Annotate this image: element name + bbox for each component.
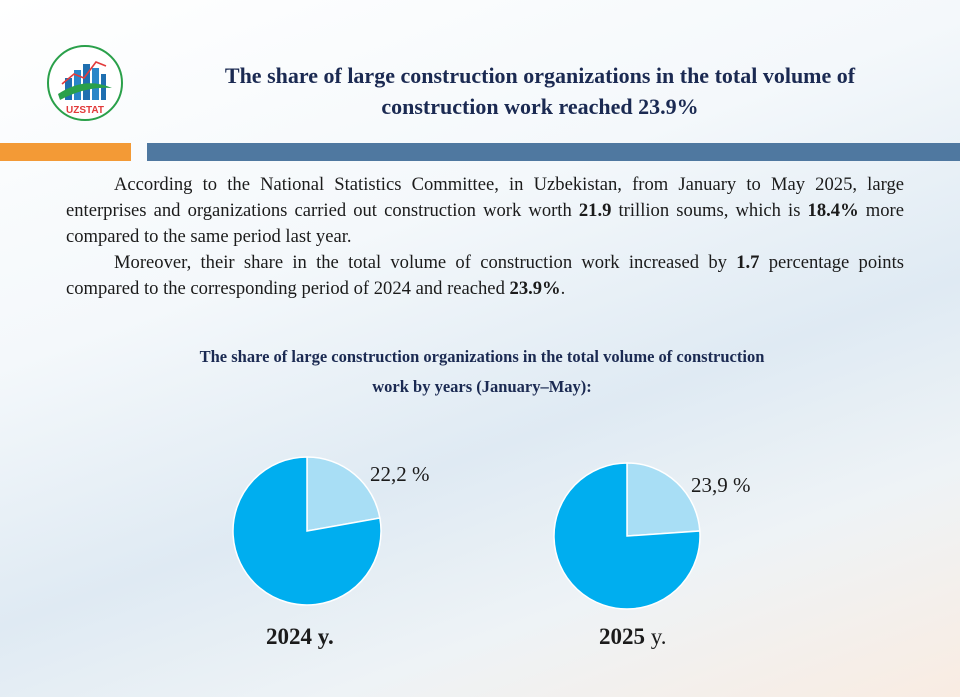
paragraph-2-text-c: . [560, 278, 566, 299]
paragraph-2: Moreover, their share in the total volum… [66, 250, 904, 302]
body-text: According to the National Statistics Com… [66, 172, 904, 302]
logo-bar-3 [83, 64, 90, 100]
pie-2024-share-label: 22,2 % [370, 462, 430, 486]
accent-bar-blue [147, 143, 960, 161]
page-title: The share of large construction organiza… [140, 60, 940, 122]
chart-title-line-1: The share of large construction organiza… [199, 347, 765, 366]
year-label-2024: 2024 y. [266, 624, 334, 650]
paragraph-2-bold-a: 1.7 [736, 252, 760, 273]
page-title-line-2: construction work reached 23.9% [381, 94, 699, 119]
chart-title-line-2: work by years (January–May): [372, 377, 592, 396]
paragraph-1: According to the National Statistics Com… [66, 172, 904, 250]
paragraph-1-bold-a: 21.9 [578, 200, 612, 221]
pie-2025-slice-large-organizations [626, 462, 701, 537]
year-label-2025-suffix: y. [650, 624, 667, 649]
logo-text: UZSTAT [66, 105, 104, 116]
pie-chart-2024 [232, 456, 382, 606]
paragraph-1-text-c: more compared to the same period last ye… [66, 200, 904, 247]
paragraph-1-bold-b: 18.4% [807, 200, 859, 221]
pie-chart-2025 [553, 462, 701, 610]
uzstat-logo: UZSTAT [47, 45, 123, 121]
paragraph-2-text-b: percentage points compared to the corres… [66, 252, 904, 299]
year-label-2024-suffix: y. [317, 624, 334, 649]
logo-swoosh [58, 83, 112, 100]
year-label-2025-year: 2025 [599, 624, 645, 649]
pie-2024-slice-large-organizations [306, 456, 381, 532]
page-title-line-1: The share of large construction organiza… [224, 63, 856, 88]
paragraph-1-text-a: According to the National Statistics Com… [66, 174, 904, 221]
chart-title: The share of large construction organiza… [100, 342, 864, 402]
paragraph-1-text-b: trillion soums, which is [611, 200, 808, 221]
paragraph-2-text-a: Moreover, their share in the total volum… [114, 252, 737, 273]
pie-2024-slice-other [232, 456, 382, 606]
logo-trend-line [61, 61, 107, 85]
paragraph-2-bold-b: 23.9% [509, 278, 561, 299]
year-label-2024-year: 2024 [266, 624, 312, 649]
accent-bar-orange [0, 143, 131, 161]
year-label-2025: 2025 y. [599, 624, 667, 650]
pie-2025-share-label: 23,9 % [691, 473, 751, 497]
pie-2025-slice-other [553, 462, 701, 610]
